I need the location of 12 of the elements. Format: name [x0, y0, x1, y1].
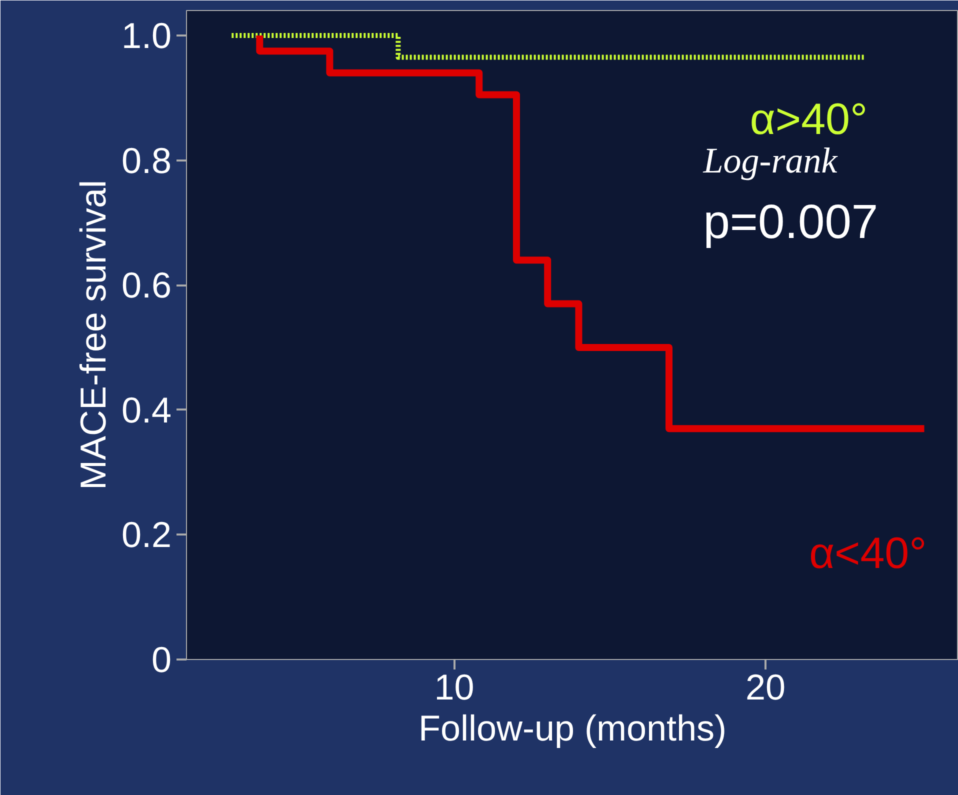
x-tick-label: 20 [745, 666, 786, 708]
y-axis-title: MACE-free survival [72, 180, 114, 490]
y-tick-label: 1.0 [121, 14, 172, 56]
y-tick-label: 0.4 [121, 389, 172, 430]
x-tick-label: 10 [434, 666, 474, 708]
y-tick-label: 0 [151, 639, 172, 680]
y-tick-label: 0.6 [121, 264, 172, 306]
y-tick-label: 0.2 [121, 514, 172, 556]
annotation: p=0.007 [703, 196, 878, 250]
x-axis-title: Follow-up (months) [418, 708, 727, 748]
y-tick-label: 0.8 [121, 140, 172, 181]
text: α<40° [809, 528, 927, 578]
